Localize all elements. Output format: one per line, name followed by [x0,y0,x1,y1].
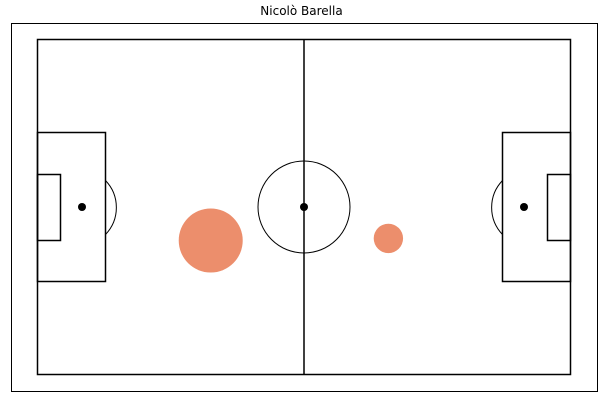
data-point-2 [374,224,403,253]
right-penalty-arc [492,181,503,235]
left-penalty-spot [78,203,86,211]
left-penalty-arc [106,181,117,235]
center-spot [300,203,308,211]
right-six-yard-box [548,175,571,241]
left-six-yard-box [38,175,61,241]
right-penalty-spot [520,203,528,211]
right-penalty-area [503,133,571,282]
left-penalty-area [38,133,106,282]
data-markers [179,209,403,273]
data-point-1 [179,209,243,273]
pitch-spots [78,203,528,211]
